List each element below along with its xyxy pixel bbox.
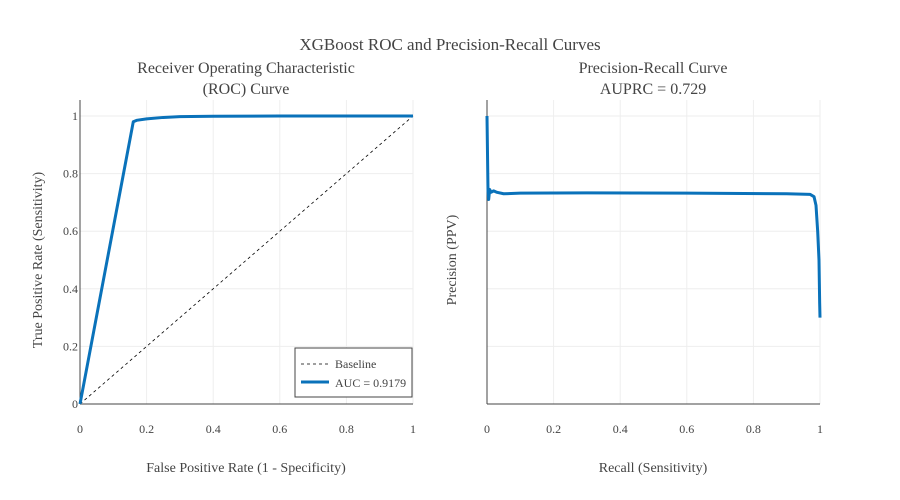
roc-x-axis-label: False Positive Rate (1 - Specificity) [146,461,346,476]
roc-baseline-line [79,115,414,405]
roc-y-tick-label: 0.4 [63,282,78,296]
pr-x-tick-label: 0.2 [546,422,561,436]
roc-y-axis-label: True Positive Rate (Sensitivity) [31,171,46,348]
pr-x-tick-labels: 0 0.2 0.4 0.6 0.8 1 [484,422,823,436]
pr-gridlines [487,100,821,404]
pr-x-tick-label: 1 [817,422,823,436]
pr-curve-line [485,115,822,318]
roc-title-line-1: Receiver Operating Characteristic [137,60,355,77]
roc-x-tick-labels: 0 0.2 0.4 0.6 0.8 1 [77,422,416,436]
roc-x-tick-label: 0.4 [206,422,221,436]
pr-x-tick-label: 0.8 [746,422,761,436]
roc-y-tick-label: 1 [72,109,78,123]
pr-x-tick-label: 0 [484,422,490,436]
roc-y-tick-label: 0 [72,397,78,411]
roc-curve-line [78,114,413,405]
legend-baseline-label: Baseline [335,357,376,371]
roc-legend[interactable]: Baseline AUC = 0.9179 [294,347,413,398]
pr-x-tick-label: 0.4 [613,422,628,436]
pr-series [485,115,822,318]
legend-auc-label: AUC = 0.9179 [335,376,406,390]
roc-y-tick-label: 0.2 [63,339,78,353]
legend-box [294,347,413,398]
roc-y-tick-label: 0.8 [63,167,78,181]
roc-x-tick-label: 0.6 [272,422,287,436]
roc-series [78,114,414,405]
pr-y-axis-label: Precision (PPV) [445,214,460,305]
pr-title-line-2: AUPRC = 0.729 [600,81,706,98]
roc-y-tick-label: 0.6 [63,224,78,238]
roc-y-tick-labels: 0 0.2 0.4 0.6 0.8 1 [63,109,78,411]
roc-x-tick-label: 1 [410,422,416,436]
pr-panel: Precision-Recall Curve AUPRC = 0.729 0 0.… [445,60,823,476]
roc-title-line-2: (ROC) Curve [203,81,290,98]
pr-x-axis-label: Recall (Sensitivity) [599,461,708,476]
pr-x-tick-label: 0.6 [679,422,694,436]
roc-x-tick-label: 0 [77,422,83,436]
roc-panel: Receiver Operating Characteristic (ROC) … [31,60,416,476]
roc-x-tick-label: 0.8 [339,422,354,436]
roc-x-tick-label: 0.2 [139,422,154,436]
pr-title-line-1: Precision-Recall Curve [579,60,728,77]
figure-title: XGBoost ROC and Precision-Recall Curves [299,35,600,54]
